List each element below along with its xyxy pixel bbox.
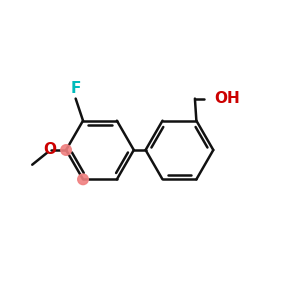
- Text: F: F: [70, 81, 81, 96]
- Circle shape: [61, 145, 71, 155]
- Text: O: O: [44, 142, 56, 158]
- Circle shape: [78, 174, 88, 184]
- Text: OH: OH: [214, 91, 240, 106]
